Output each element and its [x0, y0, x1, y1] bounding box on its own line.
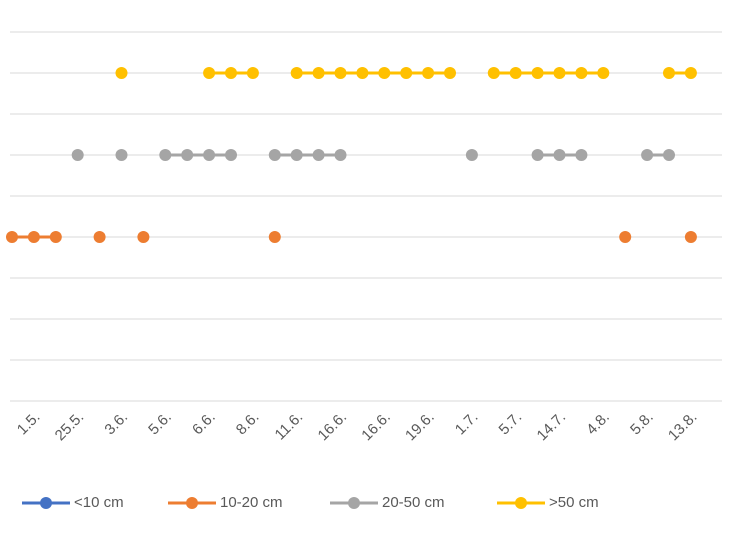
legend-marker [40, 497, 52, 509]
legend-label: 10-20 cm [220, 494, 283, 511]
legend-label: >50 cm [549, 494, 599, 511]
point [509, 67, 522, 79]
point [290, 67, 303, 79]
x-tick-label: 8.6. [233, 409, 263, 439]
point [575, 67, 588, 79]
point [312, 67, 325, 79]
point [334, 67, 347, 79]
legend-marker [348, 497, 360, 509]
point [49, 231, 62, 243]
point [93, 231, 106, 243]
point [531, 67, 544, 79]
point [225, 67, 237, 79]
point [422, 67, 435, 79]
point [400, 67, 413, 79]
x-tick-label: 13.8. [665, 409, 701, 445]
legend-label: <10 cm [74, 494, 124, 511]
point [115, 67, 128, 79]
point [203, 149, 216, 161]
x-tick-label: 5.7. [496, 409, 526, 439]
point [312, 149, 325, 161]
point [27, 231, 40, 243]
point [268, 231, 281, 243]
point [641, 149, 654, 161]
point [225, 149, 237, 161]
x-tick-label: 6.6. [189, 409, 219, 439]
point [137, 231, 150, 243]
x-tick-label: 19.6. [402, 409, 438, 445]
point [115, 149, 128, 161]
x-tick-label: 16.6. [315, 409, 351, 445]
point [663, 149, 675, 161]
point [684, 231, 697, 243]
point [444, 67, 456, 79]
point [290, 149, 303, 161]
x-tick-label: 1.5. [14, 409, 44, 439]
point [6, 231, 18, 243]
point [553, 149, 566, 161]
legend-entry: 20-50 cm [330, 494, 445, 511]
point [181, 149, 194, 161]
legend-marker [186, 497, 198, 509]
legend-entry: 10-20 cm [168, 494, 283, 511]
x-tick-label: 16.6. [358, 409, 394, 445]
point [531, 149, 544, 161]
x-tick-label: 4.8. [583, 409, 613, 439]
point [246, 67, 259, 79]
point [465, 149, 478, 161]
legend-marker [515, 497, 527, 509]
point [597, 67, 610, 79]
point [356, 67, 369, 79]
x-tick-label: 5.6. [145, 409, 175, 439]
point [684, 67, 697, 79]
point [334, 149, 347, 161]
point [378, 67, 391, 79]
legend-entry: >50 cm [497, 494, 599, 511]
legend-label: 20-50 cm [382, 494, 445, 511]
legend-entry: <10 cm [22, 494, 124, 511]
point [487, 67, 500, 79]
x-tick-label: 11.6. [272, 409, 307, 444]
x-tick-label: 25.5. [52, 409, 88, 445]
point [159, 149, 172, 161]
point [663, 67, 675, 79]
point [575, 149, 588, 161]
x-tick-label: 5.8. [627, 409, 657, 439]
point [619, 231, 632, 243]
point [553, 67, 566, 79]
point [203, 67, 216, 79]
point [71, 149, 84, 161]
x-tick-label: 3.6. [101, 409, 131, 439]
x-tick-label: 14.7. [534, 409, 570, 445]
point [268, 149, 281, 161]
x-tick-label: 1.7. [452, 409, 482, 439]
